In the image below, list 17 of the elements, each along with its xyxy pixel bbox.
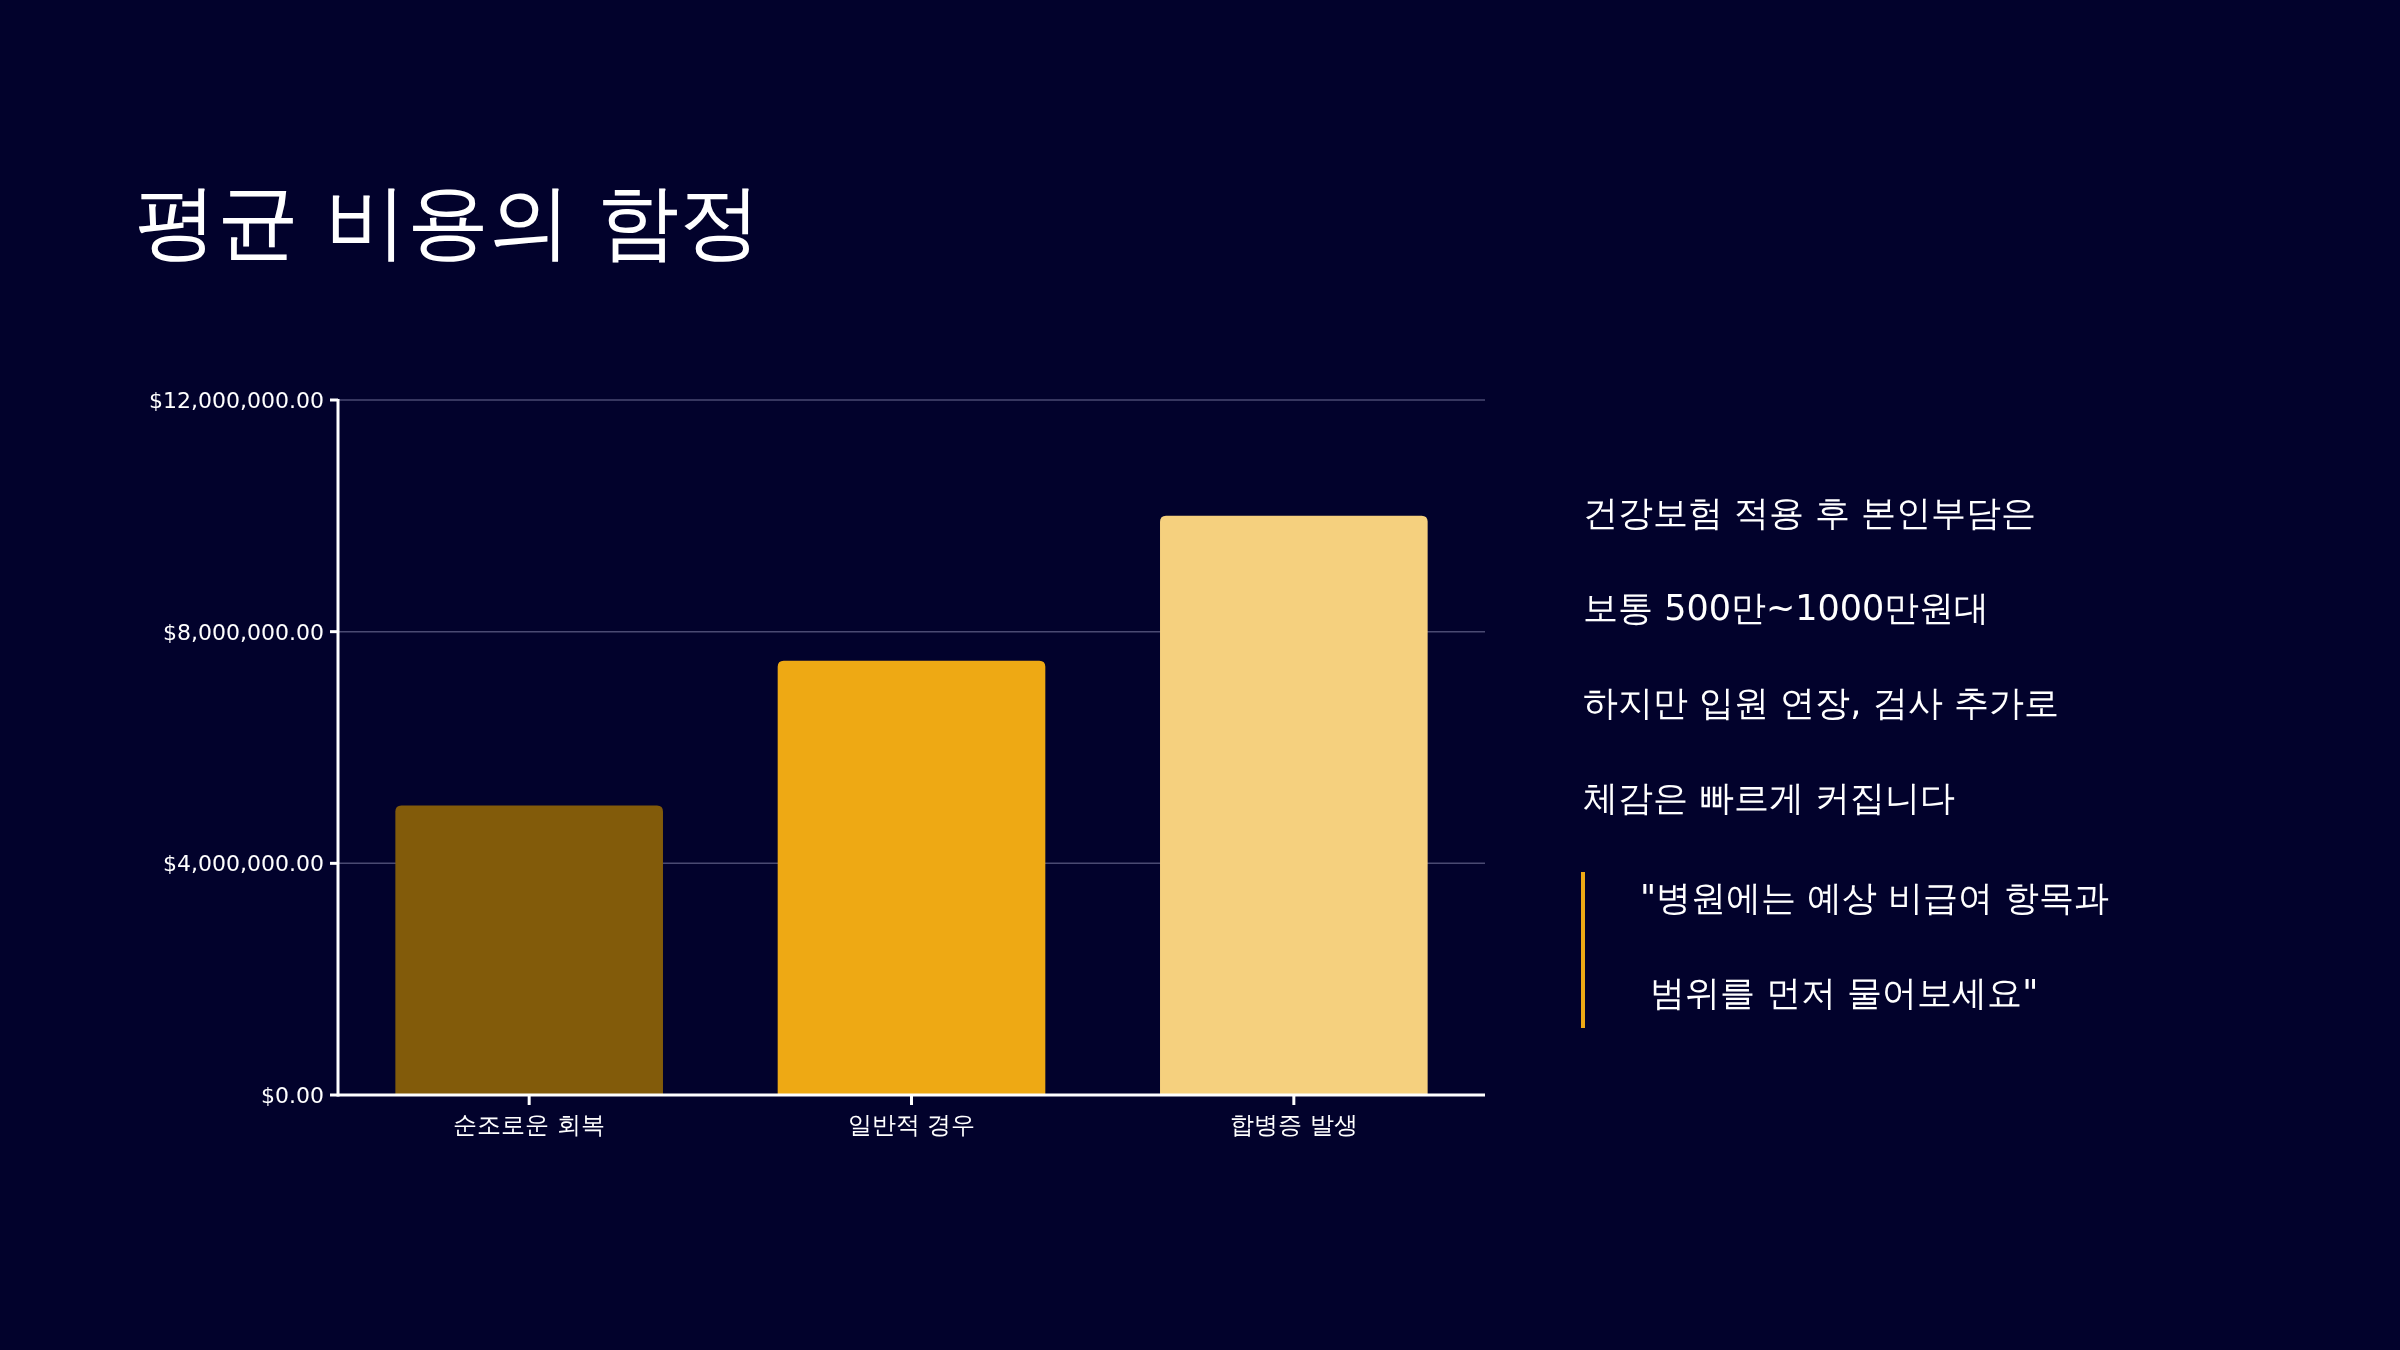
text: 체감은 빠르게 커집니다 (1583, 778, 1956, 818)
bar (395, 805, 663, 1095)
x-tick-label: 합병증 발생 (1230, 1111, 1358, 1139)
text: 건강보험 적용 후 본인부담은 (1583, 493, 2037, 533)
text: 하지만 입원 연장, 검사 추가로 (1583, 683, 2059, 723)
text: 범위를 먼저 물어보세요" (1650, 973, 2039, 1013)
bar (1160, 515, 1428, 1095)
x-tick-label: 일반적 경우 (847, 1111, 976, 1139)
bar (777, 660, 1046, 1095)
y-tick-label: $4,000,000.00 (163, 851, 324, 877)
chart-title: 평균 비용의 함정 (135, 174, 762, 269)
y-tick-label: $8,000,000.00 (163, 619, 324, 645)
x-tick-label: 순조로운 회복 (453, 1111, 605, 1139)
y-tick-label: $0.00 (261, 1083, 324, 1108)
text: 보통 500만~1000만원대 (1583, 588, 1990, 628)
text: "병원에는 예상 비급여 항목과 (1640, 878, 2110, 918)
y-tick-label: $12,000,000.00 (149, 388, 324, 413)
